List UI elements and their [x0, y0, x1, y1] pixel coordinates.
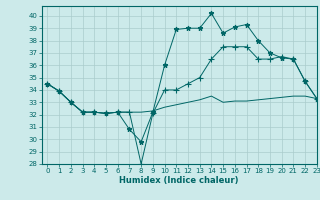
X-axis label: Humidex (Indice chaleur): Humidex (Indice chaleur) — [119, 176, 239, 185]
